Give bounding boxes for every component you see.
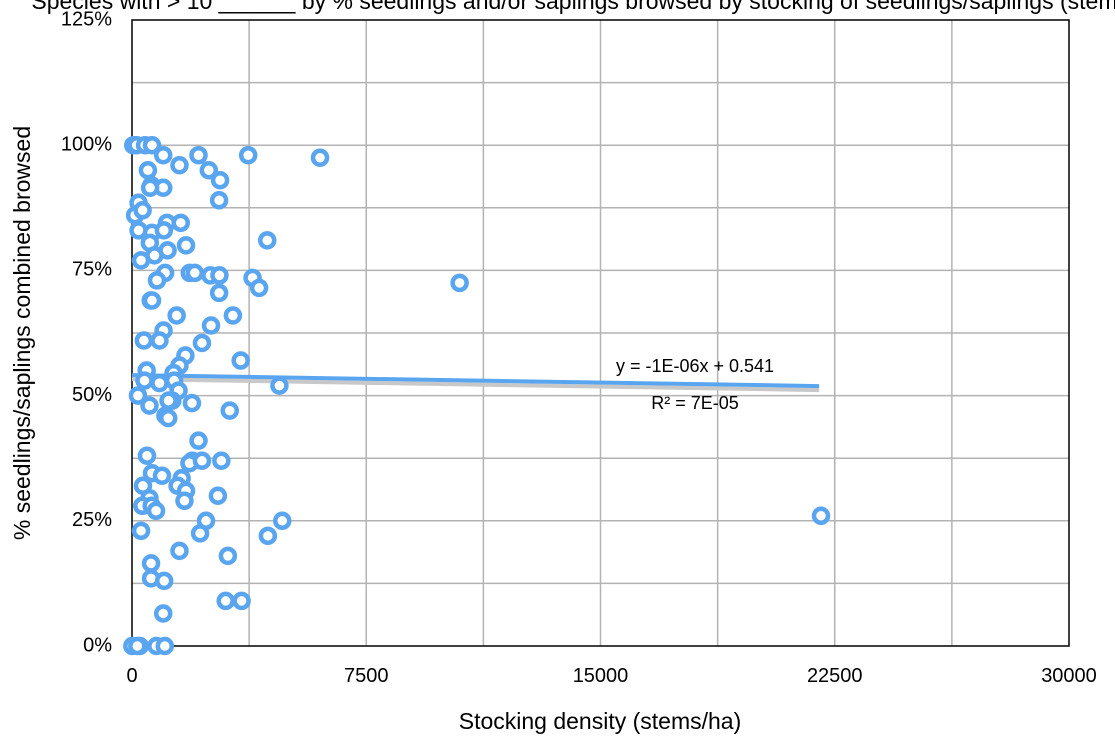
data-point bbox=[167, 306, 186, 325]
trendline bbox=[131, 373, 820, 389]
grid-lines bbox=[132, 20, 1069, 646]
data-point bbox=[231, 351, 250, 370]
data-point bbox=[131, 251, 151, 270]
chart-title: Species with > 10 ______ by % seedlings … bbox=[31, 0, 1115, 14]
data-point bbox=[150, 373, 169, 393]
data-point bbox=[189, 431, 208, 450]
data-point bbox=[270, 376, 289, 395]
data-point bbox=[150, 331, 169, 350]
data-point bbox=[185, 263, 205, 283]
data-points bbox=[123, 135, 831, 656]
y-axis-title: % seedlings/saplings combined browsed bbox=[9, 126, 35, 540]
data-point bbox=[153, 145, 173, 165]
trendline-r-squared: R² = 7E-05 bbox=[651, 393, 739, 413]
data-point bbox=[220, 401, 240, 420]
data-point bbox=[216, 591, 235, 611]
data-point bbox=[310, 148, 330, 167]
data-point bbox=[192, 451, 212, 470]
data-point bbox=[209, 283, 229, 303]
data-point bbox=[811, 506, 831, 526]
x-tick-label: 30000 bbox=[1041, 665, 1097, 687]
data-point bbox=[182, 393, 202, 413]
data-point bbox=[146, 501, 166, 521]
data-point bbox=[135, 371, 154, 390]
data-point bbox=[190, 524, 210, 543]
y-tick-label: 100% bbox=[61, 133, 112, 155]
x-tick-label: 7500 bbox=[344, 665, 389, 687]
data-point bbox=[199, 160, 219, 180]
x-axis-title: Stocking density (stems/ha) bbox=[459, 708, 742, 734]
data-point bbox=[141, 554, 161, 573]
data-point bbox=[147, 271, 167, 290]
data-point bbox=[140, 396, 159, 415]
y-tick-label: 0% bbox=[83, 634, 112, 656]
x-tick-label: 15000 bbox=[573, 665, 629, 687]
plot-area-frame bbox=[131, 19, 1070, 647]
data-point bbox=[138, 160, 158, 180]
data-point bbox=[238, 145, 258, 165]
data-point bbox=[189, 145, 208, 165]
data-point bbox=[192, 333, 212, 353]
data-point bbox=[210, 171, 230, 190]
data-point bbox=[159, 391, 178, 410]
y-tick-label: 50% bbox=[72, 384, 112, 406]
x-tick-label: 0 bbox=[126, 665, 137, 687]
data-point bbox=[134, 331, 154, 350]
data-point bbox=[154, 571, 174, 591]
data-point bbox=[212, 451, 231, 470]
y-tick-label: 25% bbox=[72, 509, 112, 531]
data-point bbox=[272, 511, 292, 531]
data-point bbox=[223, 306, 243, 325]
data-point bbox=[201, 316, 221, 335]
data-point bbox=[258, 526, 278, 546]
data-point bbox=[142, 291, 162, 310]
data-point bbox=[208, 486, 228, 506]
trendline-shadow bbox=[131, 377, 820, 393]
x-tick-label: 22500 bbox=[807, 665, 863, 687]
data-point bbox=[175, 491, 194, 511]
data-point bbox=[154, 221, 174, 240]
trendline-layer bbox=[131, 373, 820, 393]
data-point bbox=[128, 386, 148, 405]
data-point bbox=[210, 266, 229, 285]
data-point bbox=[158, 408, 178, 428]
data-point bbox=[450, 273, 469, 293]
data-point bbox=[232, 591, 251, 611]
data-point bbox=[218, 546, 238, 566]
data-point bbox=[249, 278, 269, 298]
y-tick-label: 75% bbox=[72, 259, 112, 281]
data-point bbox=[128, 636, 147, 656]
data-point bbox=[153, 604, 173, 623]
data-point bbox=[209, 191, 229, 210]
y-tick-label: 125% bbox=[61, 8, 112, 30]
trendline-equation: y = -1E-06x + 0.541 bbox=[616, 356, 774, 376]
data-point bbox=[171, 213, 190, 233]
data-point bbox=[155, 636, 175, 656]
data-point bbox=[140, 178, 160, 198]
data-point bbox=[142, 135, 162, 155]
data-point bbox=[257, 231, 277, 250]
data-point bbox=[176, 236, 196, 255]
data-point bbox=[137, 446, 157, 465]
data-point bbox=[133, 201, 152, 220]
y-axis-tick-labels: 0% 25% 50% 75% 100% 125% bbox=[61, 8, 112, 656]
data-point bbox=[170, 155, 189, 175]
data-point bbox=[170, 541, 189, 561]
data-point bbox=[131, 521, 151, 541]
data-point bbox=[152, 466, 172, 485]
x-axis-tick-labels: 0 7500 15000 22500 30000 bbox=[126, 665, 1096, 687]
